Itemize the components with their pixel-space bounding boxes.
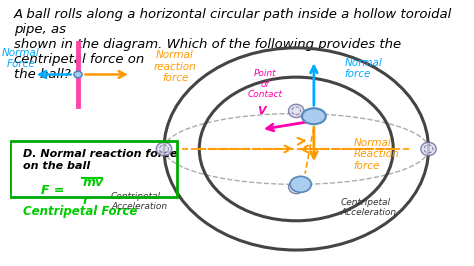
Text: Normal
force: Normal force xyxy=(345,58,383,79)
Text: A ball rolls along a horizontal circular path inside a hollow toroidal pipe, as
: A ball rolls along a horizontal circular… xyxy=(14,8,452,81)
Text: mv: mv xyxy=(82,176,103,189)
Text: Point
of
Contact: Point of Contact xyxy=(248,69,283,99)
Text: F =: F = xyxy=(41,184,68,197)
Text: Centripetal
Acceleration: Centripetal Acceleration xyxy=(340,198,396,217)
Text: V: V xyxy=(256,106,265,116)
Ellipse shape xyxy=(74,71,82,78)
Ellipse shape xyxy=(289,104,304,118)
Ellipse shape xyxy=(156,142,172,156)
Text: Centripetal Force: Centripetal Force xyxy=(23,205,137,218)
Ellipse shape xyxy=(421,142,436,156)
Ellipse shape xyxy=(289,180,304,194)
Text: Normal
reaction
force: Normal reaction force xyxy=(154,50,196,83)
Text: Centripetal
Acceleration: Centripetal Acceleration xyxy=(111,192,167,211)
Text: Normal
Reaction
force: Normal Reaction force xyxy=(354,138,399,171)
Text: Normal
Force: Normal Force xyxy=(2,48,40,69)
Text: r: r xyxy=(82,194,89,207)
Text: D. Normal reaction force
on the ball: D. Normal reaction force on the ball xyxy=(23,149,177,171)
Ellipse shape xyxy=(290,176,311,192)
Ellipse shape xyxy=(302,108,326,124)
